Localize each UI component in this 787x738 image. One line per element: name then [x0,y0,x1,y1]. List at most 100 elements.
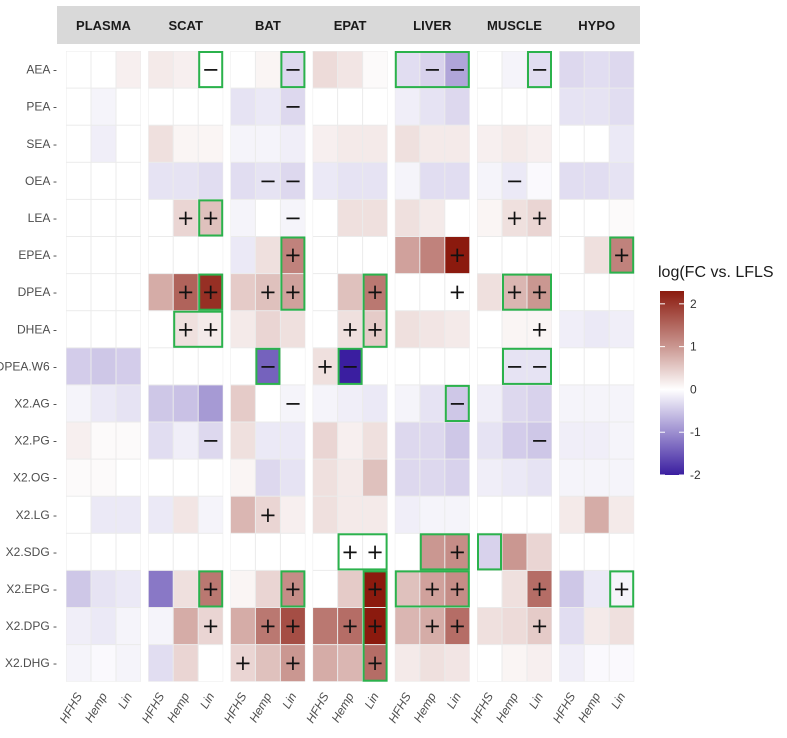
significance-plus-mark: + [202,614,220,638]
row-label: X2.DPG - [6,619,57,633]
highlight-box [362,273,388,348]
column-label: Hemp [329,690,357,725]
heatmap-cell [363,348,388,385]
heatmap-cell [66,125,91,162]
heatmap-cell [445,88,470,125]
significance-plus-mark: + [531,280,549,304]
highlight-box [198,570,224,608]
row-label: OEA - [25,174,57,188]
heatmap-cell [173,608,198,645]
heatmap-cell [66,199,91,236]
heatmap-cell [116,348,141,385]
significance-plus-mark: + [259,503,277,527]
heatmap-cell [445,496,470,533]
heatmap-cell [230,274,255,311]
heatmap-cell [395,608,420,645]
heatmap-cell [198,274,223,311]
heatmap-cell [395,496,420,533]
heatmap-cell [395,162,420,199]
heatmap-cell [559,51,584,88]
column-label: Hemp [575,690,603,725]
heatmap-cell [584,608,609,645]
legend-tick-label: -1 [690,425,701,439]
heatmap-cell [66,274,91,311]
column-label: Hemp [246,690,274,725]
heatmap-cell [280,237,305,274]
heatmap-cell [66,348,91,385]
heatmap-cell [395,348,420,385]
heatmap-cell [559,162,584,199]
heatmap-cell [91,608,116,645]
heatmap-cell [395,645,420,682]
heatmap-cell [198,348,223,385]
column-label: Hemp [493,690,521,725]
heatmap-cell [313,162,338,199]
column-label: HFHS [468,690,496,725]
heatmap-cell [477,125,502,162]
heatmap-cell [116,51,141,88]
heatmap-cell [609,385,634,422]
heatmap-cell [527,533,552,570]
heatmap-cell [527,496,552,533]
row-label: DPEA - [18,285,57,299]
heatmap-cell [527,608,552,645]
heatmap-cell [338,51,363,88]
significance-plus-mark: + [448,540,466,564]
heatmap-cell [559,608,584,645]
heatmap-cell [198,237,223,274]
heatmap-cell [338,570,363,607]
facet-strip-background [57,6,640,44]
significance-plus-mark: + [506,280,524,304]
heatmap-cell [395,422,420,459]
heatmap-cell [420,459,445,496]
heatmap-cell [338,125,363,162]
significance-minus-mark: − [284,169,302,193]
row-label: DPEA.W6 - [0,359,57,373]
heatmap-cell [477,496,502,533]
significance-minus-mark: − [506,354,524,378]
heatmap-cell [280,570,305,607]
heatmap-cell [609,199,634,236]
heatmap-cell [173,645,198,682]
heatmap-cell [338,88,363,125]
heatmap-cell [116,385,141,422]
heatmap-cell [395,274,420,311]
heatmap-cell [477,459,502,496]
heatmap-cell [280,199,305,236]
heatmap-cell [280,608,305,645]
row-label: X2.OG - [13,471,57,485]
heatmap-cell [280,125,305,162]
heatmap-cell [280,348,305,385]
heatmap-cell [477,199,502,236]
heatmap-cell [420,199,445,236]
significance-plus-mark: + [234,651,252,675]
highlight-box [477,533,502,571]
heatmap-cell [527,645,552,682]
heatmap-cell [477,645,502,682]
heatmap-cell [255,348,280,385]
significance-plus-mark: + [259,280,277,304]
heatmap-cell [148,311,173,348]
facet-label-muscle: MUSCLE [487,18,542,33]
heatmap-cell [559,645,584,682]
heatmap-cell [584,51,609,88]
heatmap-cell [66,459,91,496]
row-label: X2.AG - [14,396,57,410]
heatmap-cell [420,311,445,348]
heatmap-cell [230,199,255,236]
heatmap-cell [502,570,527,607]
heatmap-cell [559,348,584,385]
heatmap-cell [173,311,198,348]
significance-plus-mark: + [448,577,466,601]
heatmap-cell [609,533,634,570]
heatmap-cell [116,125,141,162]
significance-plus-mark: + [202,577,220,601]
significance-plus-mark: + [531,577,549,601]
heatmap-cell [230,88,255,125]
heatmap-cell [363,645,388,682]
significance-minus-mark: − [284,391,302,415]
heatmap-cell [477,311,502,348]
heatmap-cell [584,88,609,125]
heatmap-cell [91,162,116,199]
heatmap-cell [148,274,173,311]
